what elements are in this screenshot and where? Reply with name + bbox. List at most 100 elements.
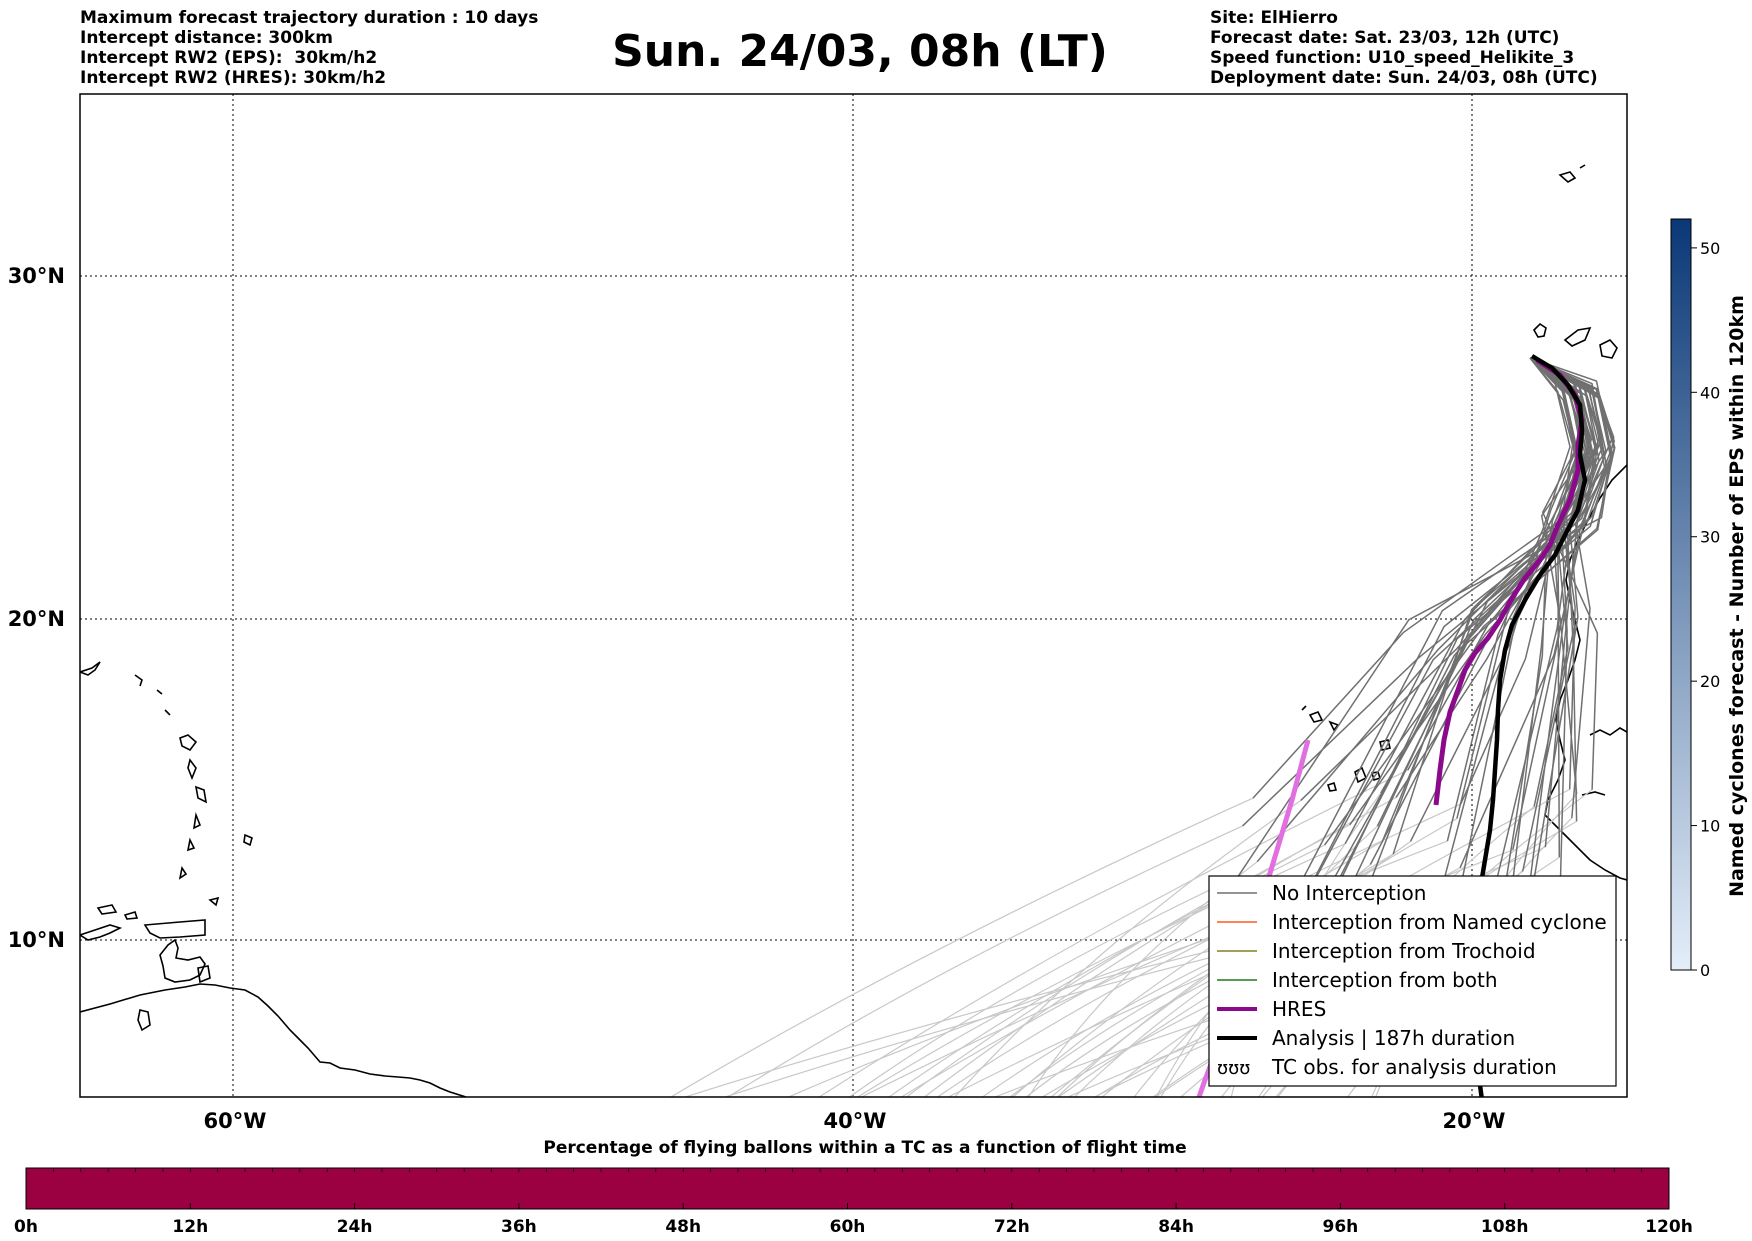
speed-function-text: Speed function: U10_speed_Helikite_3 (1210, 48, 1575, 68)
lat-label-20n: 20°N (8, 607, 65, 631)
bottom-bar-tick-label: 36h (501, 1217, 537, 1237)
lat-label-10n: 10°N (8, 928, 65, 952)
eps-trajectory-faded (905, 824, 1351, 1097)
deployment-date-text: Deployment date: Sun. 24/03, 08h (UTC) (1210, 68, 1598, 88)
legend-label: Interception from both (1272, 968, 1498, 992)
coast-madeira-2 (1579, 164, 1586, 169)
lon-label-40w: 40°W (824, 1109, 887, 1133)
lat-label-30n: 30°N (8, 264, 65, 288)
intercept-hres-text: Intercept RW2 (HRES): 30km/h2 (80, 68, 387, 88)
legend-item: Interception from Trochoid (1217, 939, 1536, 963)
coast-grenada (178, 865, 188, 880)
coast-puerto-rico (80, 661, 101, 676)
legend: No Interception Interception from Named c… (1208, 875, 1617, 1087)
coast-south-america (80, 983, 467, 1097)
coast-margarita (123, 911, 139, 920)
coast-cape-verde-4 (1326, 781, 1338, 792)
legend-item: HRES (1217, 997, 1326, 1021)
coast-st-lucia (192, 811, 202, 830)
colorbar-right-bar (1670, 218, 1692, 971)
bottom-bar-tick-label: 12h (172, 1217, 208, 1237)
coast-lesser-antilles-1 (134, 674, 143, 687)
legend-label: Interception from Named cyclone (1272, 910, 1607, 934)
coast-paria (143, 919, 206, 939)
legend-item: Interception from Named cyclone (1217, 910, 1607, 934)
eps-trajectory (1529, 357, 1606, 889)
coast-canary-1 (1533, 322, 1547, 338)
coast-dominica (187, 758, 197, 781)
legend-label: Analysis | 187h duration (1272, 1026, 1515, 1050)
coast-venezuela-bay (159, 938, 206, 983)
lon-label-60w: 60°W (204, 1109, 267, 1133)
header-left: Maximum forecast trajectory duration : 1… (80, 8, 538, 88)
colorbar-tick-label: 30 (1700, 528, 1720, 547)
bottom-bar-tick-label: 96h (1323, 1217, 1359, 1237)
bottom-bar: Percentage of flying ballons within a TC… (14, 1138, 1693, 1237)
legend-label: No Interception (1272, 881, 1426, 905)
bottom-bar-tick-label: 0h (14, 1217, 38, 1237)
coast-cape-verde-2 (1328, 720, 1340, 732)
coast-cape-verde-1 (1308, 710, 1324, 723)
coast-madeira (1558, 171, 1577, 183)
header-right: Site: ElHierro Forecast date: Sat. 23/03… (1210, 8, 1598, 88)
bottom-bar-tick-label: 120h (1645, 1217, 1693, 1237)
eps-trajectory-faded (669, 797, 1254, 1097)
tc-symbol-icon: ʊʊʊ (1217, 1058, 1250, 1079)
legend-item: No Interception (1217, 881, 1426, 905)
coast-lesser-antilles-3 (164, 709, 171, 716)
coast-cape-verde-7 (1301, 705, 1307, 711)
eps-trajectory (1529, 357, 1603, 790)
eps-trajectory-faded (953, 799, 1302, 1097)
coast-guyana-mouth (137, 1009, 151, 1032)
coast-lanzarote (1560, 78, 1570, 82)
colorbar-tick-label: 20 (1700, 672, 1720, 691)
legend-label: HRES (1272, 997, 1326, 1021)
site-text: Site: ElHierro (1210, 8, 1338, 28)
eps-trajectory-faded (683, 934, 1274, 1097)
lon-label-20w: 20°W (1443, 1109, 1506, 1133)
coast-martinique (194, 785, 208, 804)
colorbar-right-label: Named cyclones forecast - Number of EPS … (1726, 295, 1748, 897)
eps-trajectory (1349, 357, 1608, 826)
bottom-bar-tick-label: 24h (337, 1217, 373, 1237)
eps-trajectory (1529, 357, 1599, 790)
bottom-bar-tick-label: 60h (830, 1217, 866, 1237)
forecast-date-text: Forecast date: Sat. 23/03, 12h (UTC) (1210, 28, 1560, 48)
coast-curacao (96, 904, 118, 915)
bottom-bar-fill (25, 1167, 1670, 1210)
max-duration-text: Maximum forecast trajectory duration : 1… (80, 8, 539, 28)
coast-gran-canaria (1599, 339, 1618, 359)
coast-bijagos (1589, 727, 1627, 736)
coast-guadeloupe (179, 734, 198, 752)
bottom-bar-tick-label: 48h (665, 1217, 701, 1237)
legend-item: Interception from both (1217, 968, 1498, 992)
colorbar-right: 0 10 20 30 40 50 Named cyclones forecast - Nu… (1670, 218, 1748, 980)
no-interception-trajectories (1237, 357, 1616, 940)
map-frame (79, 93, 1628, 1098)
eps-trajectory-faded (818, 769, 1409, 1097)
colorbar-tick-label: 0 (1700, 961, 1710, 980)
bottom-bar-tick-label: 72h (994, 1217, 1030, 1237)
legend-box (1208, 875, 1617, 1087)
colorbar-tick-label: 50 (1700, 239, 1720, 258)
coast-barbados (243, 833, 253, 847)
colorbar-tick-label: 40 (1700, 383, 1720, 402)
coast-guajira (80, 924, 123, 941)
eps-trajectory-faded (923, 796, 1397, 1097)
eps-trajectory (1529, 357, 1581, 795)
legend-item: ʊʊʊ TC obs. for analysis duration (1217, 1055, 1557, 1079)
bottom-bar-tick-label: 84h (1158, 1217, 1194, 1237)
eps-trajectory (1317, 357, 1608, 928)
eps-trajectory-faded (723, 938, 1284, 1097)
coast-lesser-antilles-2 (156, 689, 163, 695)
eps-trajectory (1502, 357, 1580, 901)
coast-trinidad (197, 965, 211, 984)
bottom-bar-tick-label: 108h (1481, 1217, 1529, 1237)
legend-label: TC obs. for analysis duration (1271, 1055, 1557, 1079)
intercept-eps-text: Intercept RW2 (EPS): 30km/h2 (80, 48, 378, 68)
bottom-bar-title: Percentage of flying ballons within a TC… (543, 1138, 1186, 1158)
eps-trajectory-faded (900, 803, 1461, 1097)
map-title: Sun. 24/03, 08h (LT) (612, 26, 1108, 77)
legend-label: Interception from Trochoid (1272, 939, 1536, 963)
